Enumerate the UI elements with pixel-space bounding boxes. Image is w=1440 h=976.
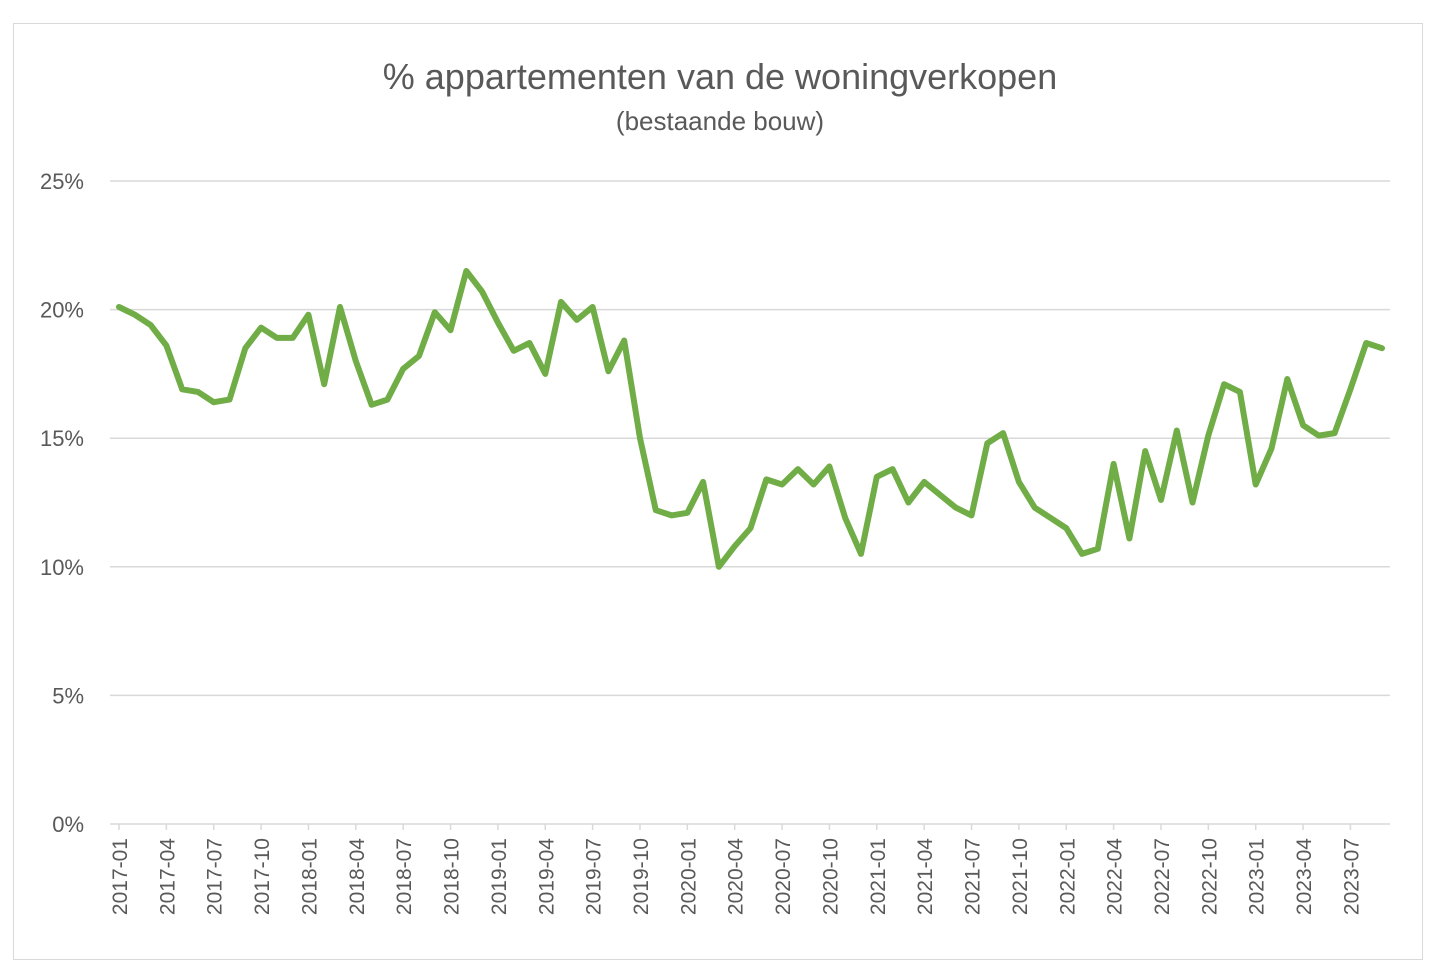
y-tick-label: 25% [40,169,84,194]
x-tick-label: 2023-07 [1340,838,1363,915]
x-tick-label: 2017-04 [156,838,179,915]
x-tick-label: 2020-10 [819,838,842,915]
x-axis-ticks: 2017-01 2017-04 2017-07 2017-10 2018-01 2018-… [109,824,1363,915]
x-tick-label: 2019-07 [583,838,606,915]
y-tick-label: 10% [40,555,84,580]
x-tick-label: 2018-04 [346,838,369,915]
x-tick-label: 2022-07 [1151,838,1174,915]
x-tick-label: 2021-10 [1009,838,1032,915]
x-tick-label: 2021-01 [867,838,890,915]
chart-title: % appartementen van de woningverkopen [382,56,1058,97]
x-tick-label: 2019-10 [630,838,653,915]
y-tick-label: 20% [40,298,84,323]
x-tick-label: 2021-07 [962,838,985,915]
x-tick-label: 2017-10 [251,838,274,915]
x-tick-label: 2020-07 [772,838,795,915]
series-layer [116,268,1385,570]
x-tick-label: 2020-04 [725,838,748,915]
y-tick-label: 0% [52,812,84,837]
x-tick-label: 2021-04 [914,838,937,915]
x-tick-label: 2019-04 [535,838,558,915]
x-tick-label: 2017-07 [204,838,227,915]
x-tick-label: 2023-04 [1293,838,1316,915]
y-axis-ticks: 0% 5% 10% 15% 20% 25% [40,169,84,837]
x-tick-label: 2018-10 [441,838,464,915]
x-tick-label: 2017-01 [109,838,132,915]
x-tick-label: 2023-01 [1246,838,1269,915]
chart-subtitle: (bestaande bouw) [615,106,825,136]
gridlines [110,180,1390,825]
y-tick-label: 5% [52,683,84,708]
x-tick-label: 2022-01 [1056,838,1079,915]
x-tick-label: 2022-10 [1198,838,1221,915]
x-tick-label: 2019-01 [488,838,511,915]
x-tick-label: 2018-07 [393,838,416,915]
x-tick-label: 2020-01 [677,838,700,915]
x-tick-label: 2018-01 [298,838,321,915]
y-tick-label: 15% [40,426,84,451]
x-tick-label: 2022-04 [1104,838,1127,915]
series-line [116,268,1385,570]
